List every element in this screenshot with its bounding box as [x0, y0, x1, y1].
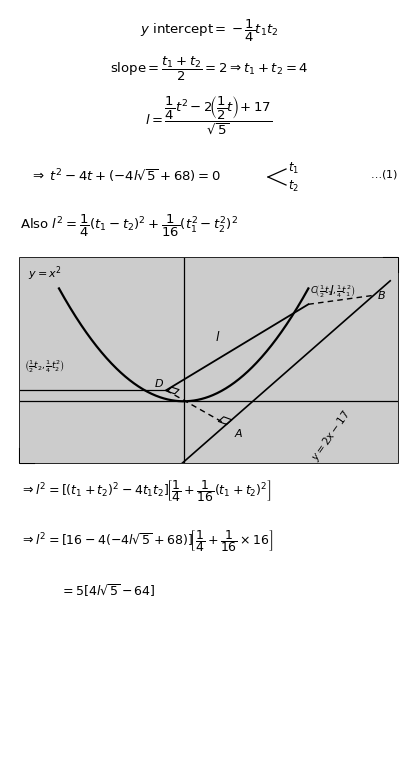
- Text: $t_1$: $t_1$: [288, 160, 299, 176]
- Text: $A$: $A$: [234, 426, 243, 439]
- Text: $y\ \mathrm{intercept} = -\dfrac{1}{4}t_1t_2$: $y\ \mathrm{intercept} = -\dfrac{1}{4}t_…: [140, 18, 278, 44]
- Text: Also $l^2 = \dfrac{1}{4}(t_1-t_2)^2+\dfrac{1}{16}(t_1^2-t_2^2)^2$: Also $l^2 = \dfrac{1}{4}(t_1-t_2)^2+\dfr…: [20, 213, 238, 239]
- Text: $l = \dfrac{\dfrac{1}{4}t^2-2\!\left(\dfrac{1}{2}t\right)\!+17}{\sqrt{5}}$: $l = \dfrac{\dfrac{1}{4}t^2-2\!\left(\df…: [145, 95, 273, 138]
- Text: $\ldots(1)$: $\ldots(1)$: [370, 168, 398, 181]
- Text: $\left(\frac{1}{2}t_2,\frac{1}{4}t_2^2\right)$: $\left(\frac{1}{2}t_2,\frac{1}{4}t_2^2\r…: [24, 358, 65, 375]
- Text: $y=2x-17$: $y=2x-17$: [308, 408, 354, 464]
- Text: $C\!\left(\frac{1}{2}t_1,\frac{1}{4}t_1^2\right)$: $C\!\left(\frac{1}{2}t_1,\frac{1}{4}t_1^…: [310, 283, 356, 300]
- Text: $l$: $l$: [215, 330, 220, 344]
- Text: $l$: $l$: [329, 284, 334, 298]
- Text: $D$: $D$: [154, 377, 164, 389]
- Text: $t_2$: $t_2$: [288, 178, 299, 194]
- Text: $B$: $B$: [377, 289, 385, 301]
- Text: $= 5[4l\sqrt{5}-64]$: $= 5[4l\sqrt{5}-64]$: [60, 582, 156, 599]
- Text: $\Rightarrow l^2=[16-4(-4l\sqrt{5}+68)]\!\left[\dfrac{1}{4}+\dfrac{1}{16}\times : $\Rightarrow l^2=[16-4(-4l\sqrt{5}+68)]\…: [20, 528, 274, 554]
- Bar: [20, 258, 398, 463]
- Text: $\mathrm{slope} = \dfrac{t_1+t_2}{2} = 2 \Rightarrow t_1+t_2 = 4$: $\mathrm{slope} = \dfrac{t_1+t_2}{2} = 2…: [110, 55, 308, 83]
- Text: $\Rightarrow l^2=[(t_1+t_2)^2-4t_1t_2]\!\left[\dfrac{1}{4}+\dfrac{1}{16}(t_1+t_2: $\Rightarrow l^2=[(t_1+t_2)^2-4t_1t_2]\!…: [20, 478, 272, 504]
- Text: $\Rightarrow\; t^2-4t+(-4l\sqrt{5}+68)=0$: $\Rightarrow\; t^2-4t+(-4l\sqrt{5}+68)=0…: [30, 168, 221, 185]
- Text: $y=x^2$: $y=x^2$: [28, 265, 61, 283]
